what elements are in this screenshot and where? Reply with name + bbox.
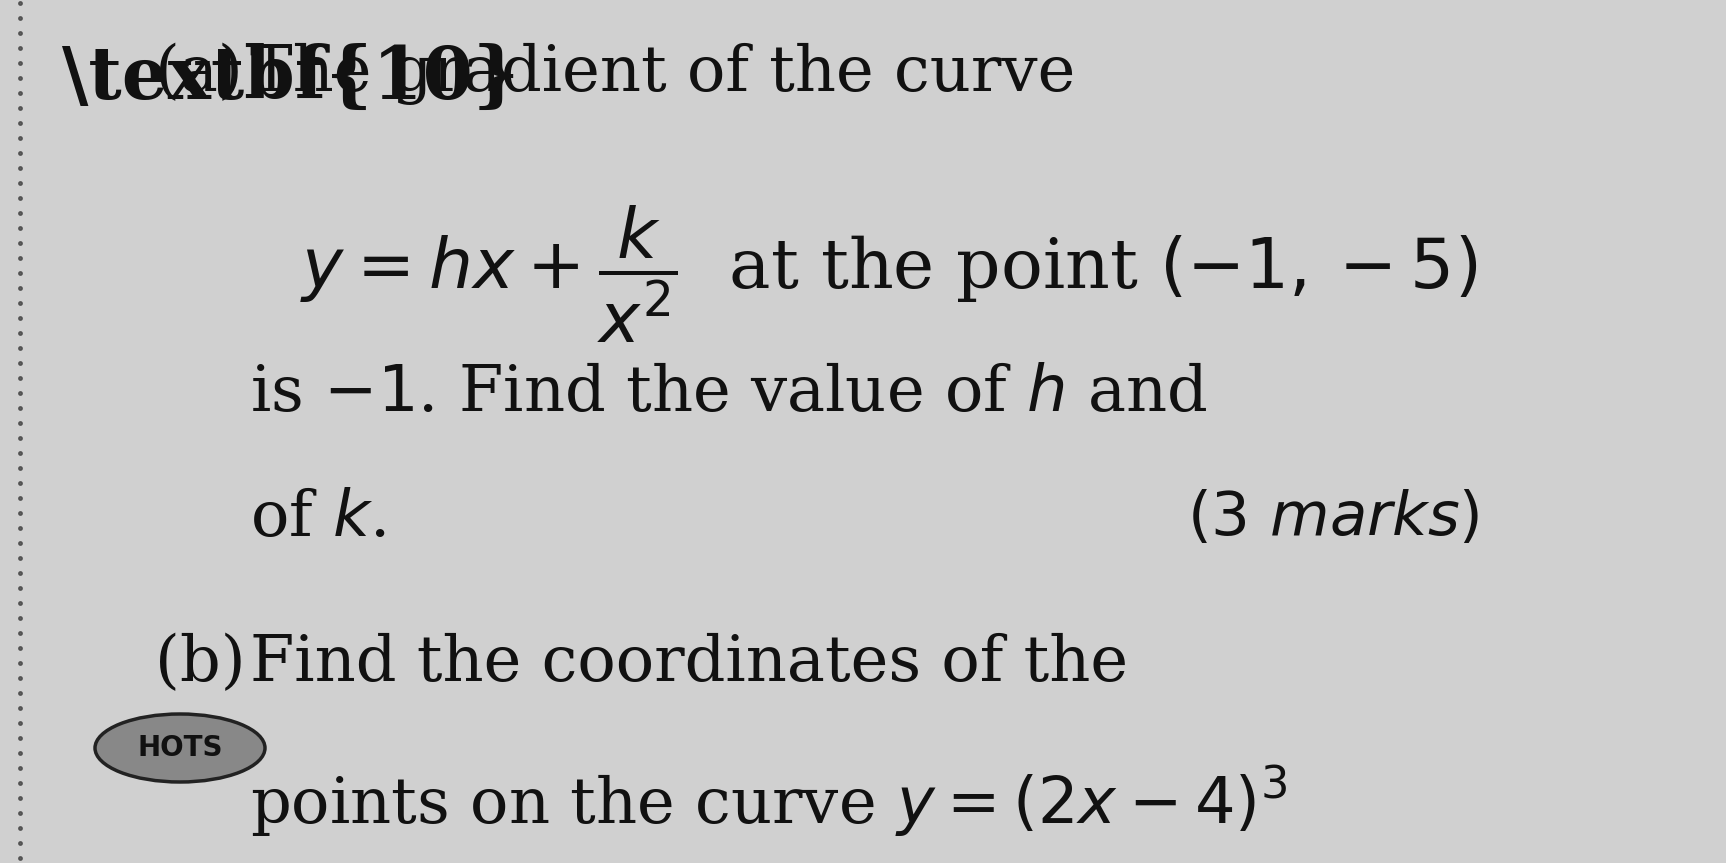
Text: points on the curve $y = (2x-4)^3$: points on the curve $y = (2x-4)^3$ xyxy=(250,763,1288,839)
Text: The gradient of the curve: The gradient of the curve xyxy=(250,43,1075,105)
Text: (a): (a) xyxy=(155,43,243,104)
Text: $y = hx + \dfrac{k}{x^2}$  at the point $(-1, -5)$: $y = hx + \dfrac{k}{x^2}$ at the point $… xyxy=(300,203,1477,344)
Text: (b): (b) xyxy=(155,633,245,694)
Text: Find the coordinates of the: Find the coordinates of the xyxy=(250,633,1129,694)
Text: HOTS: HOTS xyxy=(138,734,223,762)
Text: of $k$.: of $k$. xyxy=(250,488,385,549)
Text: is $-1$. Find the value of $h$ and: is $-1$. Find the value of $h$ and xyxy=(250,363,1208,424)
Text: \textbf{10}: \textbf{10} xyxy=(62,43,520,114)
Text: $(3\ \mathit{marks})$: $(3\ \mathit{marks})$ xyxy=(1187,488,1479,548)
Ellipse shape xyxy=(95,714,266,782)
